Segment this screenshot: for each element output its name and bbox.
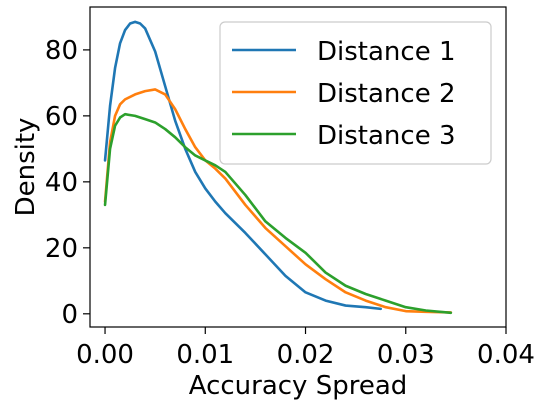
- y-axis-label: Density: [11, 118, 41, 217]
- series-lines: [103, 20, 453, 315]
- y-tick-label: 20: [45, 234, 78, 264]
- x-tick-label: 0.01: [176, 340, 234, 370]
- y-tick-label: 40: [45, 168, 78, 198]
- x-tick-label: 0.04: [477, 340, 535, 370]
- legend-label-2: Distance 2: [317, 79, 456, 109]
- legend-label-3: Distance 3: [317, 121, 456, 151]
- series-line-2: [103, 88, 453, 314]
- y-tick-label: 60: [45, 102, 78, 132]
- legend-label-1: Distance 1: [317, 37, 456, 67]
- y-tick-label: 0: [61, 300, 78, 330]
- y-tick-label: 80: [45, 36, 78, 66]
- x-tick-label: 0.03: [377, 340, 435, 370]
- series-line-3: [103, 112, 453, 315]
- x-tick-label: 0.02: [277, 340, 335, 370]
- x-axis-label: Accuracy Spread: [189, 371, 408, 401]
- x-tick-label: 0.00: [76, 340, 134, 370]
- legend-box: [219, 21, 492, 165]
- axes: 0.00 0.01 0.02 0.03 0.04 0 20 40 60 80: [45, 6, 535, 370]
- plot-frame: [89, 6, 507, 328]
- legend: Distance 1 Distance 2 Distance 3: [219, 21, 492, 165]
